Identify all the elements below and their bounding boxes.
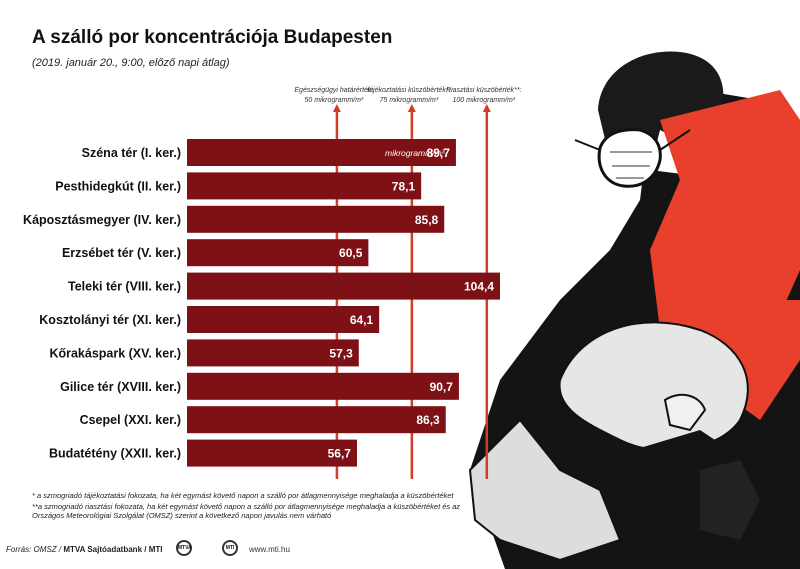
threshold-arrow-0 [332, 104, 341, 112]
category-label-0: Széna tér (I. ker.) [82, 146, 181, 160]
threshold-arrow-1 [407, 104, 416, 112]
category-label-2: Káposztásmegyer (IV. ker.) [23, 213, 181, 227]
source-line: Forrás: OMSZ / MTVA Sajtóadatbank / MTI [6, 545, 162, 554]
value-label-9: 56,7 [328, 447, 352, 461]
chart-subtitle: (2019. január 20., 9:00, előző napi átla… [32, 57, 230, 69]
footnote-2: **a szmogriadó riasztási fokozata, ha ké… [32, 502, 461, 520]
bar-3 [187, 239, 369, 267]
chart-title: A szálló por koncentrációja Budapesten [32, 27, 393, 48]
value-label-2: 85,8 [415, 213, 439, 227]
threshold-label-0: 50 mikrogramm/m³ [305, 97, 364, 104]
value-label-4: 104,4 [464, 280, 494, 294]
bar-0 [187, 139, 456, 166]
category-label-7: Gilice tér (XVIII. ker.) [60, 380, 181, 394]
value-label-1: 78,1 [392, 179, 416, 193]
threshold-label-2: 100 mikrogramm/m³ [452, 97, 515, 104]
bar-6 [187, 339, 359, 367]
mtva-logo: MTVA [176, 540, 192, 556]
threshold-name-1: tájékoztatási küszöbérték*: [367, 87, 450, 94]
website-link[interactable]: www.mti.hu [249, 545, 290, 554]
category-label-6: Kőrakáspark (XV. ker.) [49, 346, 181, 360]
mti-logo: MTI [222, 540, 238, 556]
bar-7 [187, 372, 459, 400]
category-label-4: Teleki tér (VIII. ker.) [68, 280, 181, 294]
threshold-label-1: 75 mikrogramm/m³ [379, 97, 438, 104]
value-label-6: 57,3 [329, 346, 353, 360]
category-label-5: Kosztolányi tér (XI. ker.) [39, 313, 181, 327]
bar-8 [187, 406, 446, 434]
bar-1 [187, 172, 422, 200]
threshold-arrow-2 [482, 104, 491, 112]
footnote-1: * a szmogriadó tájékoztatási fokozata, h… [32, 491, 454, 500]
threshold-name-2: Riasztási küszöbérték**: [446, 87, 522, 94]
bar-2 [187, 205, 445, 233]
value-label-3: 60,5 [339, 246, 363, 260]
value-label-5: 64,1 [350, 313, 374, 327]
bar-4 [187, 272, 500, 300]
threshold-name-0: Egészségügyi határérték: [294, 87, 373, 94]
category-label-8: Csepel (XXI. ker.) [80, 413, 181, 427]
unit-label: mikrogramm/m³ [385, 148, 446, 158]
value-label-8: 86,3 [416, 413, 440, 427]
value-label-7: 90,7 [430, 380, 454, 394]
value-label-0: 89,7 [427, 146, 451, 160]
source-credit: MTVA Sajtóadatbank / MTI [63, 545, 163, 554]
category-label-1: Pesthidegkút (II. ker.) [55, 179, 181, 193]
category-label-9: Budatétény (XXII. ker.) [49, 447, 181, 461]
bar-9 [187, 439, 357, 467]
source-text: Forrás: OMSZ / [6, 545, 64, 554]
bar-5 [187, 306, 380, 333]
category-label-3: Erzsébet tér (V. ker.) [62, 246, 181, 260]
